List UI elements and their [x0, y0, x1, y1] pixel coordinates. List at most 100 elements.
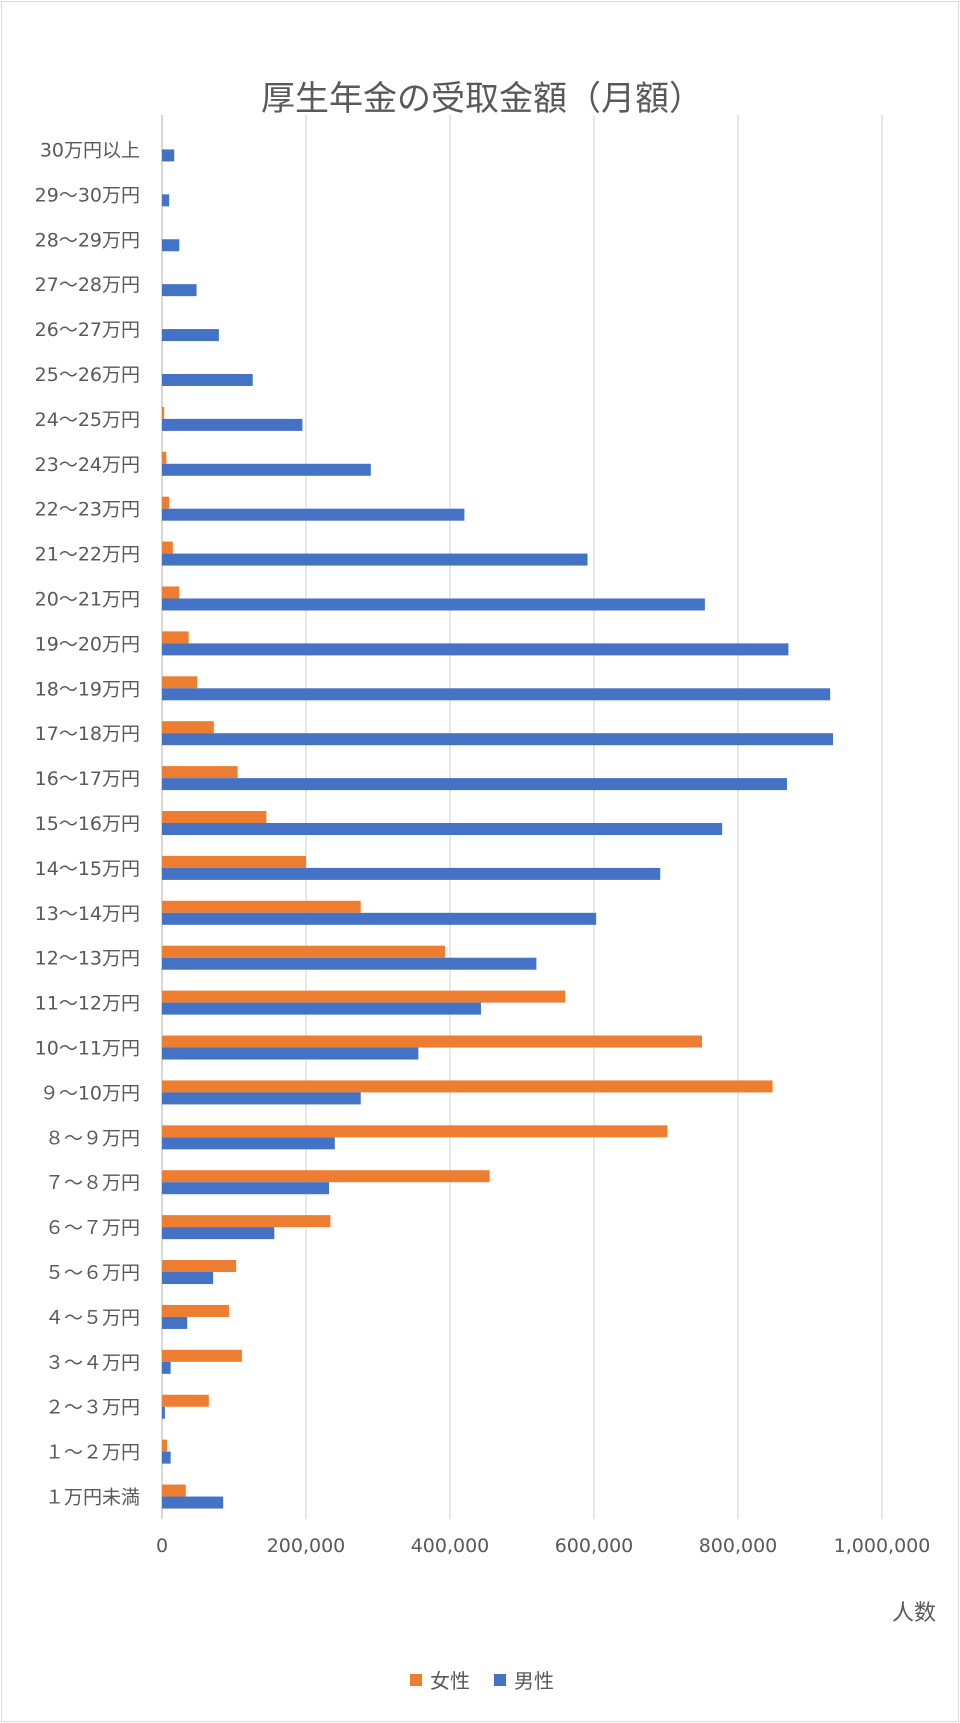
category-label: ８～９万円	[45, 1127, 140, 1149]
category-label: 19～20万円	[35, 633, 140, 655]
bar-female	[162, 1484, 186, 1497]
bar-female	[162, 496, 170, 509]
bar-female	[162, 721, 214, 734]
bar-female	[162, 586, 180, 599]
bar-male	[162, 463, 371, 476]
category-label: ５～６万円	[45, 1262, 140, 1284]
bar-female	[162, 945, 445, 958]
category-label: 16～17万円	[35, 768, 140, 790]
bar-female	[162, 990, 566, 1003]
chart-title: 厚生年金の受取金額（月額）	[261, 79, 703, 119]
category-label: ３～４万円	[45, 1352, 140, 1374]
bar-female	[162, 1349, 242, 1362]
bar-male	[162, 553, 588, 566]
bar-male	[162, 373, 253, 386]
bar-female	[162, 1035, 702, 1048]
x-tick-label: 400,000	[411, 1535, 490, 1557]
bar-female	[162, 811, 267, 823]
bar-female	[162, 631, 189, 644]
bar-male	[162, 284, 197, 297]
bar-male	[162, 239, 180, 252]
bar-female	[162, 1215, 331, 1228]
bars	[162, 149, 834, 1509]
bar-male	[162, 1451, 171, 1464]
category-label: 13～14万円	[35, 903, 140, 925]
bar-male	[162, 1496, 224, 1509]
category-label: 11～12万円	[35, 993, 140, 1015]
bar-male	[162, 1272, 214, 1285]
bar-female	[162, 766, 238, 779]
bar-male	[162, 418, 303, 431]
bar-male	[162, 1227, 275, 1240]
category-label: 12～13万円	[35, 948, 140, 970]
category-label: 26～27万円	[35, 319, 140, 341]
bar-female	[162, 1260, 237, 1273]
category-label: 27～28万円	[35, 274, 140, 296]
legend-swatch-male	[494, 1674, 506, 1686]
category-label: 30万円以上	[40, 139, 140, 161]
legend-label-female: 女性	[430, 1669, 470, 1693]
legend-label-male: 男性	[514, 1669, 554, 1693]
x-axis-title: 人数	[892, 1601, 936, 1626]
bar-female	[162, 406, 165, 419]
bar-female	[162, 676, 198, 689]
bar-male	[162, 1361, 171, 1374]
category-label: 18～19万円	[35, 678, 140, 700]
bar-female	[162, 451, 167, 464]
bar-female	[162, 1304, 229, 1317]
category-label: １万円未満	[45, 1487, 140, 1509]
bar-female	[162, 900, 361, 913]
category-axis: 30万円以上 29～30万円 28～29万円 27～28万円 26～27万円 25～26万…	[35, 139, 140, 1508]
bar-male	[162, 912, 597, 925]
bar-female	[162, 1080, 773, 1093]
category-label: 14～15万円	[35, 858, 140, 880]
category-label: １～２万円	[45, 1442, 140, 1464]
bar-male	[162, 867, 661, 880]
category-label: ６～７万円	[45, 1217, 140, 1239]
bar-male	[162, 823, 723, 835]
bar-male	[162, 957, 537, 970]
legend: 女性 男性	[410, 1669, 554, 1693]
category-label: 28～29万円	[35, 229, 140, 251]
bar-male	[162, 508, 465, 521]
bar-male	[162, 643, 789, 656]
bar-female	[162, 1439, 168, 1452]
bar-male	[162, 688, 831, 701]
gridlines	[161, 115, 883, 1519]
bar-male	[162, 149, 175, 162]
category-label: 23～24万円	[35, 454, 140, 476]
bar-female	[162, 1394, 209, 1407]
bar-female	[162, 855, 306, 868]
category-label: ９～10万円	[40, 1082, 140, 1104]
category-label: ２～３万円	[45, 1397, 140, 1419]
category-label: 10～11万円	[35, 1038, 140, 1060]
category-label: 20～21万円	[35, 588, 140, 610]
bar-male	[162, 329, 219, 342]
bar-male	[162, 1002, 481, 1015]
category-label: ４～５万円	[45, 1307, 140, 1329]
x-tick-label: 600,000	[555, 1535, 634, 1557]
bar-male	[162, 733, 834, 746]
bar-male	[162, 1137, 335, 1150]
category-label: 15～16万円	[35, 813, 140, 835]
bar-male	[162, 598, 705, 611]
bar-male	[162, 778, 787, 791]
bar-male	[162, 1092, 361, 1105]
category-label: 24～25万円	[35, 409, 140, 431]
legend-swatch-female	[410, 1674, 422, 1686]
x-tick-label: 1,000,000	[834, 1535, 931, 1557]
x-tick-label: 800,000	[699, 1535, 778, 1557]
bar-male	[162, 1316, 188, 1329]
x-tick-label: 0	[156, 1535, 168, 1557]
bar-male	[162, 1406, 165, 1419]
category-label: 25～26万円	[35, 364, 140, 386]
category-label: 29～30万円	[35, 184, 140, 206]
category-label: 21～22万円	[35, 544, 140, 566]
bar-male	[162, 194, 170, 207]
bar-male	[162, 1047, 419, 1060]
value-axis: 0 200,000 400,000 600,000 800,000 1,000,000	[156, 1535, 930, 1557]
category-label: ７～８万円	[45, 1172, 140, 1194]
bar-female	[162, 1170, 490, 1183]
x-tick-label: 200,000	[267, 1535, 346, 1557]
